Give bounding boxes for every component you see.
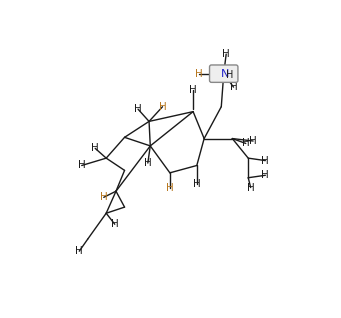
Text: H: H (75, 246, 83, 256)
Text: H: H (91, 143, 99, 153)
Text: H: H (111, 219, 119, 229)
Text: H: H (195, 69, 203, 79)
Text: H: H (78, 161, 86, 170)
Text: H: H (226, 70, 234, 80)
Text: H: H (100, 192, 108, 202)
FancyBboxPatch shape (209, 65, 238, 82)
Text: N: N (221, 69, 229, 79)
Text: H: H (159, 102, 166, 112)
Text: H: H (229, 82, 237, 92)
Text: H: H (222, 49, 230, 59)
Text: H: H (189, 85, 197, 94)
Text: H: H (193, 179, 201, 189)
Text: H: H (262, 156, 269, 166)
Text: H: H (242, 138, 250, 149)
Text: H: H (247, 183, 254, 192)
Text: H: H (166, 183, 174, 192)
Text: H: H (144, 158, 152, 168)
Text: H: H (134, 104, 142, 114)
Text: H: H (249, 136, 257, 146)
Text: H: H (262, 170, 269, 180)
